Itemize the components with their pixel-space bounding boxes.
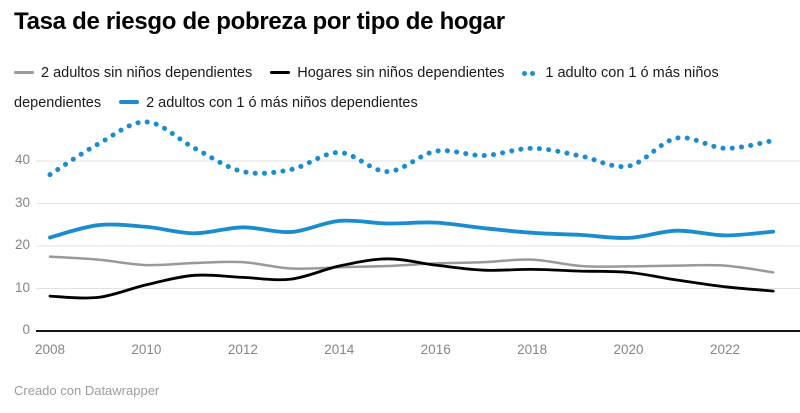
x-axis-tick-label: 2022 (709, 342, 740, 357)
legend-label: 2 adultos con 1 ó más niños dependientes (146, 95, 418, 112)
series-line-0 (48, 255, 775, 274)
blue-line-swatch-icon (119, 100, 140, 105)
legend-label: 1 adulto con 1 ó más niños dependientes (14, 65, 719, 112)
legend-item-hogares-sin-ninos: Hogares sin niños dependientes (270, 65, 504, 81)
legend-item-1-adulto-con-ninos: 1 adulto con 1 ó más niños dependientes (14, 65, 719, 111)
legend-item-2-adultos-sin-ninos: 2 adultos sin niños dependientes (14, 65, 252, 81)
series-line-1 (48, 257, 775, 300)
legend-label: 2 adultos sin niños dependientes (41, 65, 253, 81)
y-axis-tick-label: 0 (22, 322, 30, 337)
x-axis-tick-label: 2012 (227, 342, 258, 357)
chart-title: Tasa de riesgo de pobreza por tipo de ho… (14, 8, 505, 35)
x-axis-tick-label: 2016 (420, 342, 451, 357)
black-line-swatch-icon (270, 70, 291, 74)
x-axis-tick-label: 2014 (324, 342, 355, 357)
y-axis-tick-label: 40 (14, 152, 30, 167)
x-axis-tick-label: 2020 (613, 342, 644, 357)
blue-dotted-swatch-icon (522, 57, 538, 87)
x-axis-tick-label: 2008 (34, 342, 66, 357)
x-axis-tick-label: 2018 (517, 342, 548, 357)
gray-line-swatch-icon (14, 70, 34, 74)
x-axis-tick-label: 2010 (131, 342, 162, 357)
datawrapper-credit: Creado con Datawrapper (14, 383, 160, 398)
legend: 2 adultos sin niños dependientes Hogares … (14, 58, 756, 118)
series-line-3 (48, 218, 776, 240)
legend-label: Hogares sin niños dependientes (297, 65, 505, 81)
y-axis-tick-label: 10 (14, 279, 30, 295)
y-axis-tick-label: 30 (14, 194, 30, 210)
legend-item-2-adultos-con-ninos: 2 adultos con 1 ó más niños dependientes (119, 95, 418, 111)
y-axis-tick-label: 20 (14, 237, 30, 252)
series-line-2 (47, 119, 776, 178)
